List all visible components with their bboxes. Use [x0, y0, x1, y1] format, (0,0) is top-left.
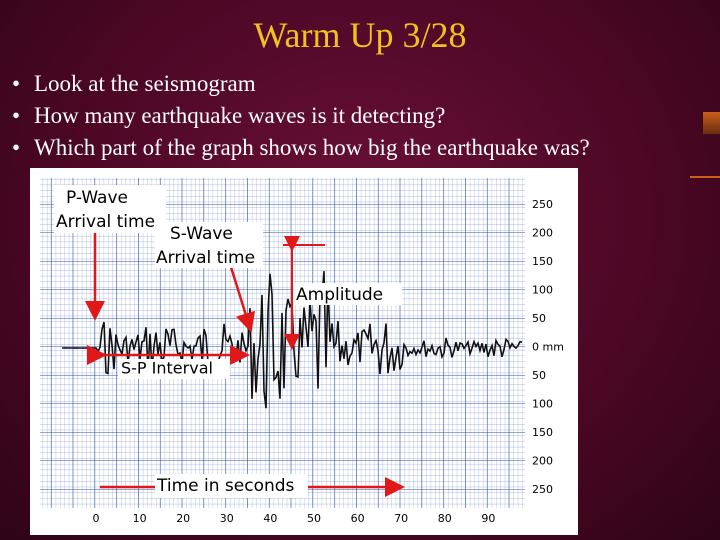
label: Time in seconds: [156, 476, 295, 496]
y-label: 100: [532, 398, 553, 411]
decoration: [690, 176, 720, 178]
y-label: 250: [532, 483, 553, 496]
slide-title: Warm Up 3/28: [253, 15, 467, 55]
label-box: [54, 185, 166, 233]
y-labels: 250 200 150 100 50 0 mm 50 100 150 200 250: [532, 198, 564, 496]
y-label: 200: [532, 455, 553, 468]
bullet: How many earthquake waves is it detectin…: [12, 100, 590, 132]
x-label: 90: [481, 512, 495, 525]
y-label: 200: [532, 227, 553, 240]
label-box: [155, 474, 308, 498]
y-label: 0 mm: [532, 341, 564, 354]
x-label: 50: [307, 512, 321, 525]
y-label: 50: [532, 369, 546, 382]
x-label: 40: [263, 512, 277, 525]
bullet: Look at the seismogram: [12, 68, 590, 100]
y-label: 150: [532, 426, 553, 439]
label-box: [118, 359, 230, 379]
x-label: 70: [394, 512, 408, 525]
x-label: 30: [220, 512, 234, 525]
bullet-list: Look at the seismogram How many earthqua…: [12, 68, 590, 164]
label: Amplitude: [296, 285, 383, 305]
x-label: 80: [438, 512, 452, 525]
x-label: 60: [351, 512, 365, 525]
y-label: 150: [532, 255, 553, 268]
y-label: 100: [532, 284, 553, 297]
label: Arrival time: [56, 212, 155, 232]
x-label: 0: [93, 512, 100, 525]
label: S-P Interval: [121, 359, 213, 378]
bullet: Which part of the graph shows how big th…: [12, 132, 590, 164]
label: P-Wave: [66, 188, 128, 208]
bullet-text: Which part of the graph shows how big th…: [34, 135, 590, 160]
x-labels: 0 10 20 30 40 50 60 70 80 90: [93, 512, 496, 525]
bullet-text: Look at the seismogram: [34, 71, 256, 96]
y-label: 250: [532, 198, 553, 211]
bullet-text: How many earthquake waves is it detectin…: [34, 103, 446, 128]
label: Arrival time: [156, 248, 255, 268]
label: S-Wave: [170, 224, 233, 244]
seismogram: 250 200 150 100 50 0 mm 50 100 150 200 250 0 10 20 30…: [30, 168, 578, 535]
x-label: 10: [133, 512, 147, 525]
arrow: [228, 263, 256, 333]
label-box: [155, 222, 263, 268]
label-box: [294, 283, 402, 305]
x-label: 20: [176, 512, 190, 525]
decoration: [703, 112, 720, 134]
y-label: 50: [532, 312, 546, 325]
